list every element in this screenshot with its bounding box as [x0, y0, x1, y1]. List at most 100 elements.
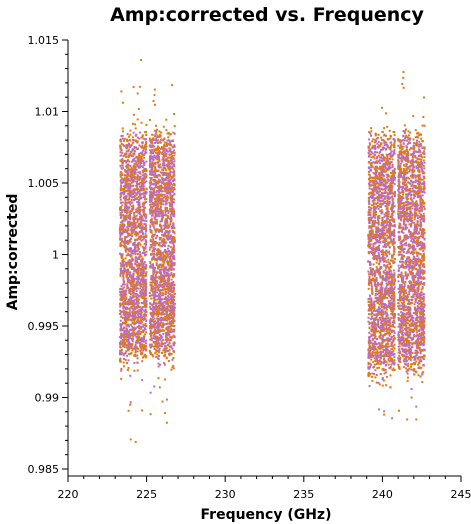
data-point-orange	[120, 367, 123, 370]
data-point-orange	[157, 267, 159, 270]
data-point-purple	[164, 281, 167, 284]
data-point-purple	[163, 193, 166, 196]
data-point-orange	[402, 171, 405, 174]
data-point-purple	[390, 354, 393, 357]
data-point-orange	[136, 357, 139, 360]
data-point-orange	[119, 292, 122, 295]
data-point-purple	[119, 252, 121, 255]
data-point-purple	[422, 233, 425, 236]
data-point-purple	[377, 140, 380, 143]
data-point-orange	[367, 313, 370, 316]
data-point-orange	[404, 308, 407, 311]
data-point-orange	[375, 226, 378, 229]
data-point-orange	[153, 333, 156, 336]
data-point-orange	[367, 361, 370, 364]
data-point-orange	[414, 370, 417, 373]
data-point-purple	[412, 311, 415, 314]
data-point-purple	[140, 322, 143, 325]
data-point-orange	[126, 138, 128, 141]
data-point-purple	[412, 336, 415, 339]
data-point-purple	[120, 135, 123, 138]
data-point-orange	[157, 156, 159, 159]
data-point-orange	[389, 333, 392, 335]
data-point-orange	[406, 355, 409, 358]
data-point-purple	[131, 185, 134, 187]
data-point-orange	[419, 197, 422, 200]
data-point-orange	[423, 337, 426, 340]
data-point-purple	[367, 235, 370, 237]
data-point-purple	[367, 297, 370, 300]
data-point-purple	[390, 186, 393, 189]
data-point-purple	[370, 162, 373, 165]
data-point-orange	[388, 366, 391, 369]
data-point-purple	[140, 186, 143, 189]
data-point-purple	[410, 259, 413, 262]
data-point-orange	[135, 208, 138, 211]
data-point-purple	[369, 301, 372, 304]
data-point-orange	[401, 188, 404, 191]
data-point-purple	[137, 287, 139, 290]
data-point-orange	[170, 368, 173, 371]
data-point-purple	[167, 264, 170, 267]
data-point-orange	[157, 319, 159, 322]
data-point-purple	[369, 211, 372, 214]
data-point-purple	[375, 286, 378, 289]
data-point-orange	[127, 349, 130, 352]
data-point-orange	[417, 309, 420, 312]
data-point-orange	[417, 165, 420, 167]
data-point-orange	[391, 204, 394, 207]
data-point-orange	[386, 332, 389, 335]
data-point-orange	[419, 358, 422, 361]
data-point-orange	[125, 254, 128, 257]
data-point-orange	[403, 285, 406, 287]
data-point-orange	[129, 191, 132, 194]
data-point-orange	[412, 278, 414, 281]
data-point-orange	[167, 132, 170, 134]
data-point-orange	[367, 374, 370, 377]
data-point-orange	[165, 356, 168, 359]
data-point-orange	[149, 238, 152, 241]
data-point-orange	[386, 349, 389, 352]
data-point-orange	[124, 207, 127, 210]
data-point-orange	[154, 320, 157, 323]
data-point-purple	[125, 212, 128, 214]
data-point-orange	[385, 219, 388, 222]
data-point-purple	[397, 280, 400, 283]
data-point-orange	[373, 141, 376, 144]
data-point-purple	[385, 290, 388, 293]
data-point-orange	[151, 207, 154, 210]
data-point-purple	[407, 273, 410, 276]
data-point-orange	[398, 341, 401, 344]
data-point-purple	[148, 343, 151, 346]
data-point-orange	[418, 192, 421, 195]
data-point-orange	[159, 174, 162, 177]
data-point-orange	[423, 177, 426, 180]
data-point-orange	[373, 275, 376, 278]
data-point-purple	[121, 201, 124, 204]
data-point-orange	[131, 349, 134, 352]
data-point-purple	[133, 168, 136, 171]
data-point-orange	[145, 355, 148, 358]
data-point-orange	[162, 253, 165, 256]
data-point-orange	[136, 331, 139, 334]
data-point-purple	[157, 185, 160, 188]
data-point-orange	[144, 308, 147, 311]
data-point-orange	[373, 363, 376, 366]
data-point-purple	[411, 269, 414, 272]
data-point-orange	[390, 143, 393, 146]
data-point-orange	[409, 137, 412, 140]
data-point-orange	[127, 307, 130, 310]
data-point-purple	[402, 187, 405, 190]
data-point-purple	[135, 335, 138, 338]
data-point-orange	[145, 290, 147, 293]
data-point-orange	[156, 276, 159, 279]
data-point-purple	[137, 278, 140, 281]
data-point-orange	[367, 216, 370, 219]
data-point-purple	[150, 333, 153, 336]
data-point-purple	[142, 263, 145, 266]
data-point-purple	[136, 156, 139, 159]
data-point-orange	[119, 175, 122, 178]
data-point-orange	[382, 188, 384, 191]
data-point-orange	[163, 329, 165, 332]
data-point-purple	[420, 309, 423, 312]
